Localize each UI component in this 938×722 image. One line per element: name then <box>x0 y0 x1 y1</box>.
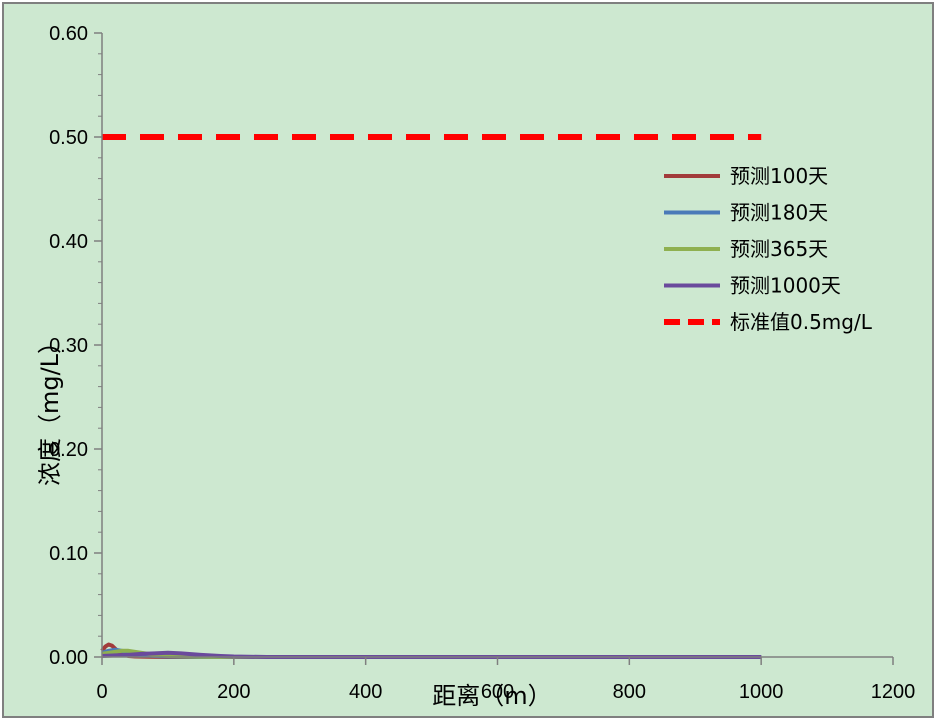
legend-label: 标准值0.5mg/L <box>730 310 873 334</box>
ticks-layer: 0.00 0.10 0.20 0.30 0.40 0.50 0.60 0 200 400 600 80… <box>49 23 915 703</box>
x-axis-title: 距离（m） <box>432 682 551 710</box>
y-tick-label: 0.10 <box>49 543 88 565</box>
x-tick-label: 1000 <box>739 681 784 703</box>
y-tick-label: 0.40 <box>49 231 88 253</box>
x-tick-label: 600 <box>481 681 514 703</box>
y-tick-label: 0.30 <box>49 335 88 357</box>
y-tick-label: 0.00 <box>49 647 88 669</box>
x-tick-label: 0 <box>96 681 107 703</box>
x-tick-label: 400 <box>349 681 382 703</box>
legend-label: 预测180天 <box>730 201 828 225</box>
series-layer <box>100 134 762 659</box>
legend-label: 预测100天 <box>730 164 828 188</box>
axes-layer <box>101 33 893 658</box>
x-tick-label: 800 <box>613 681 646 703</box>
legend-label: 预测365天 <box>730 237 828 261</box>
y-tick-label: 0.20 <box>49 439 88 461</box>
y-tick-label: 0.50 <box>49 127 88 149</box>
legend-label: 预测1000天 <box>730 274 841 298</box>
y-axis-title: 浓度（mg/L） <box>36 330 64 486</box>
y-tick-label: 0.60 <box>49 23 88 45</box>
x-tick-label: 1200 <box>871 681 916 703</box>
x-tick-label: 200 <box>217 681 250 703</box>
